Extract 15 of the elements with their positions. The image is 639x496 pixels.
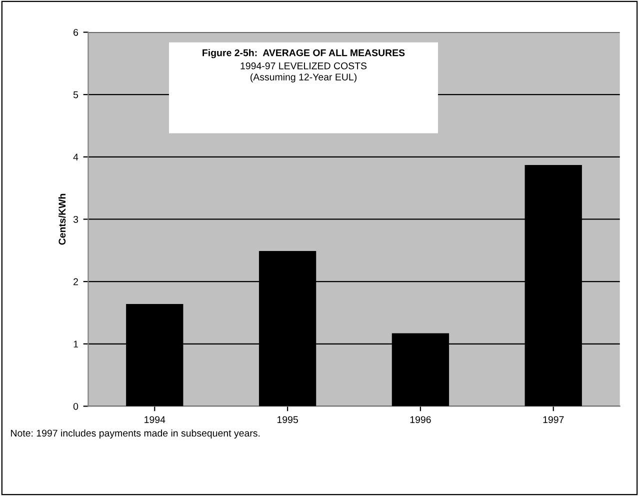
y-axis-title: Cents/KWh: [58, 194, 66, 245]
x-tick-label: 1994: [144, 416, 166, 424]
y-tick-label: 6: [74, 28, 78, 36]
text: 1994-97 LEVELIZED COSTS (Assuming 12-Year EUL): [240, 62, 367, 82]
y-tick-label: 5: [73, 91, 78, 98]
y-tick-label: 1: [74, 340, 78, 348]
y-tick-label: 3: [73, 216, 78, 223]
text: Figure 2-5h: AVERAGE OF ALL MEASURES: [202, 49, 405, 58]
y-tick-label: 2: [74, 278, 78, 286]
text: Note: 1997 includes payments made in subsequent years.: [11, 429, 260, 439]
y-tick-label: 0: [73, 402, 78, 410]
x-tick-label: 1996: [410, 416, 431, 424]
x-tick-label: 1995: [277, 416, 298, 424]
y-tick-label: 4: [73, 154, 78, 160]
x-tick-label: 1997: [543, 416, 564, 424]
